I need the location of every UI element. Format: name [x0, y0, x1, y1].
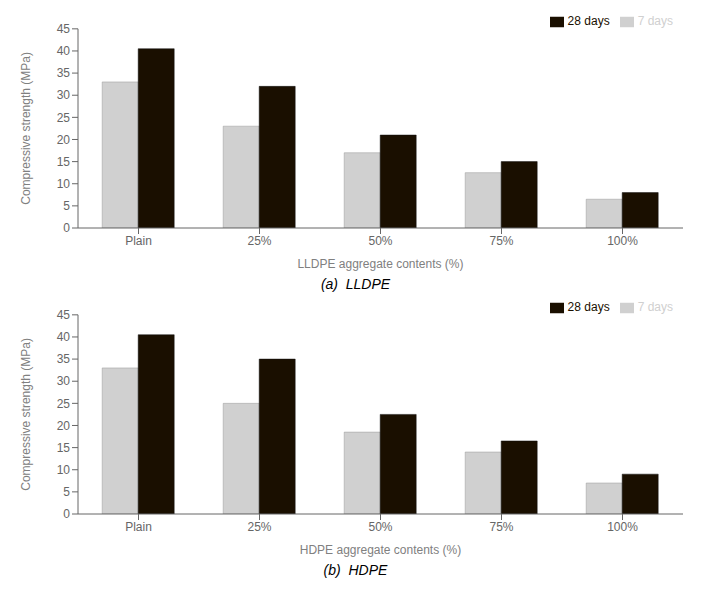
svg-text:10: 10: [57, 463, 71, 477]
html-text:7 days: 7 days: [637, 300, 673, 314]
html-text:28 days: 28 days: [567, 14, 610, 28]
svg-text:15: 15: [57, 441, 71, 455]
svg-text:0: 0: [63, 507, 70, 521]
html-text:(b) HDPE: (b) HDPE: [323, 562, 388, 578]
svg-text:Compressive strength (MPa): Compressive strength (MPa): [19, 52, 33, 205]
svg-text:45: 45: [57, 22, 71, 36]
html-text:28 days: 28 days: [567, 300, 610, 314]
svg-text:50%: 50%: [368, 520, 392, 534]
svg-text:100%: 100%: [607, 520, 638, 534]
svg-text:Plain: Plain: [125, 234, 152, 248]
svg-text:15: 15: [57, 155, 71, 169]
svg-text:Plain: Plain: [125, 520, 152, 534]
svg-text:25%: 25%: [247, 234, 271, 248]
svg-text:45: 45: [57, 308, 71, 322]
svg-text:40: 40: [57, 44, 71, 58]
svg-text:35: 35: [57, 352, 71, 366]
svg-text:25: 25: [57, 111, 71, 125]
html-text:7 days: 7 days: [637, 14, 673, 28]
svg-text:HDPE aggregate contents (%): HDPE aggregate contents (%): [300, 543, 461, 557]
svg-text:30: 30: [57, 374, 71, 388]
svg-text:40: 40: [57, 330, 71, 344]
svg-text:5: 5: [63, 199, 70, 213]
svg-text:50%: 50%: [368, 234, 392, 248]
svg-text:75%: 75%: [489, 234, 513, 248]
svg-text:75%: 75%: [489, 520, 513, 534]
svg-text:20: 20: [57, 133, 71, 147]
svg-text:10: 10: [57, 177, 71, 191]
svg-text:0: 0: [63, 221, 70, 235]
svg-text:Compressive strength (MPa): Compressive strength (MPa): [19, 338, 33, 491]
svg-text:20: 20: [57, 419, 71, 433]
svg-text:100%: 100%: [607, 234, 638, 248]
svg-text:35: 35: [57, 66, 71, 80]
html-text:(a) LLDPE: (a) LLDPE: [320, 276, 391, 292]
svg-text:LLDPE aggregate contents (%): LLDPE aggregate contents (%): [297, 257, 463, 271]
svg-text:5: 5: [63, 485, 70, 499]
svg-text:30: 30: [57, 88, 71, 102]
svg-text:25%: 25%: [247, 520, 271, 534]
svg-text:25: 25: [57, 397, 71, 411]
